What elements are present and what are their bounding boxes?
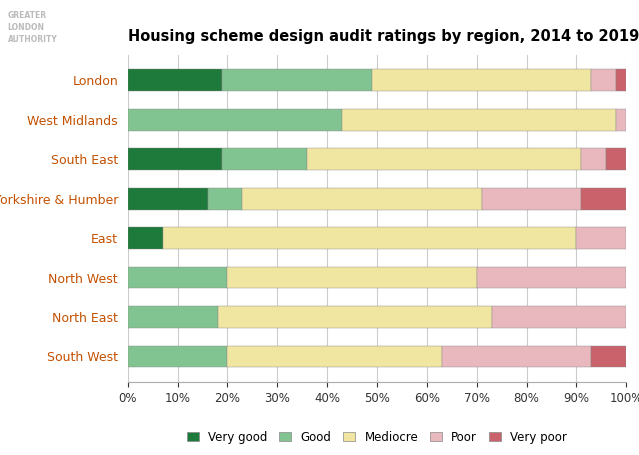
Bar xyxy=(576,228,626,249)
Bar xyxy=(616,70,626,91)
Bar xyxy=(307,148,581,170)
Text: Housing scheme design audit ratings by region, 2014 to 2019: Housing scheme design audit ratings by r… xyxy=(128,29,639,44)
Bar xyxy=(163,228,576,249)
Bar xyxy=(227,267,477,288)
Bar xyxy=(491,306,626,328)
Bar xyxy=(616,109,626,131)
Bar xyxy=(591,70,616,91)
Bar xyxy=(242,188,482,209)
Bar xyxy=(128,188,208,209)
Bar xyxy=(128,148,222,170)
Bar xyxy=(128,346,227,367)
Bar xyxy=(208,188,242,209)
Bar xyxy=(581,148,606,170)
Bar xyxy=(372,70,591,91)
Bar xyxy=(227,346,442,367)
Bar xyxy=(128,109,342,131)
Bar xyxy=(217,306,491,328)
Text: GREATER
LONDON
AUTHORITY: GREATER LONDON AUTHORITY xyxy=(8,11,58,44)
Bar xyxy=(222,70,372,91)
Bar xyxy=(222,148,307,170)
Bar xyxy=(606,148,626,170)
Bar xyxy=(581,188,626,209)
Bar xyxy=(128,267,227,288)
Bar xyxy=(477,267,626,288)
Bar xyxy=(482,188,581,209)
Bar xyxy=(442,346,591,367)
Bar xyxy=(128,228,163,249)
Bar xyxy=(591,346,626,367)
Bar xyxy=(128,306,217,328)
Legend: Very good, Good, Mediocre, Poor, Very poor: Very good, Good, Mediocre, Poor, Very po… xyxy=(182,426,572,448)
Bar xyxy=(342,109,616,131)
Bar xyxy=(128,70,222,91)
